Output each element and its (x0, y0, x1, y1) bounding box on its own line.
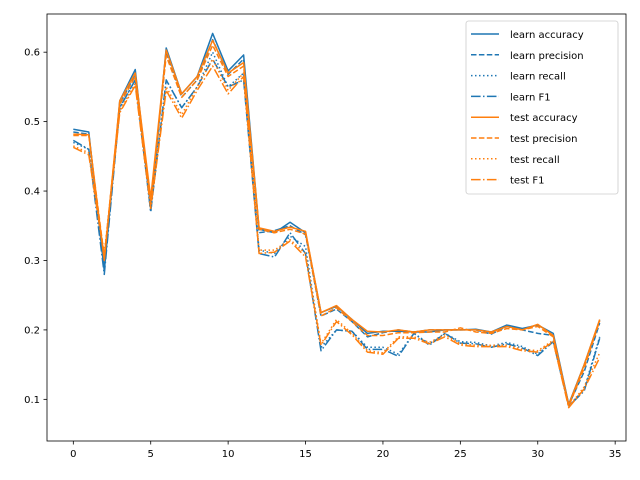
y-tick-label: 0.4 (24, 187, 40, 198)
x-tick-label: 35 (609, 449, 622, 460)
series-line-test-precision (73, 44, 601, 408)
axes: 0 5 10 15 20 25 30 35 0.1 0.2 0.3 0.4 0.5 0.6 (24, 13, 627, 460)
legend-label-test-recall: test recall (510, 155, 560, 166)
legend-label-learn-accuracy: learn accuracy (510, 30, 584, 41)
legend-box (465, 20, 619, 195)
legend: learn accuracy learn precision learn recal… (465, 20, 619, 195)
series-line-learn-f1 (72, 58, 601, 408)
plot-frame (46, 13, 627, 442)
legend-label-test-accuracy: test accuracy (510, 113, 578, 124)
legend-label-learn-f1: learn F1 (510, 92, 551, 103)
series-line-test-accuracy (73, 39, 601, 406)
series-line-test-f1 (72, 65, 601, 409)
x-tick-label: 30 (531, 449, 544, 460)
x-tick-label: 10 (222, 449, 235, 460)
y-tick-label: 0.2 (24, 325, 40, 336)
y-tick-label: 0.1 (24, 395, 40, 406)
legend-label-test-f1: test F1 (510, 176, 545, 187)
x-tick-label: 15 (299, 449, 312, 460)
y-tick-label: 0.3 (24, 256, 40, 267)
legend-label-test-precision: test precision (510, 134, 578, 145)
x-tick-label: 20 (377, 449, 390, 460)
y-tick-label: 0.6 (24, 48, 40, 59)
x-tick-label: 25 (454, 449, 467, 460)
y-tick-label: 0.5 (24, 117, 40, 128)
x-tick-label: 0 (70, 449, 76, 460)
legend-label-learn-recall: learn recall (510, 72, 566, 83)
legend-label-learn-precision: learn precision (510, 51, 584, 62)
series-layer (72, 32, 601, 409)
x-tick-label: 5 (148, 449, 154, 460)
